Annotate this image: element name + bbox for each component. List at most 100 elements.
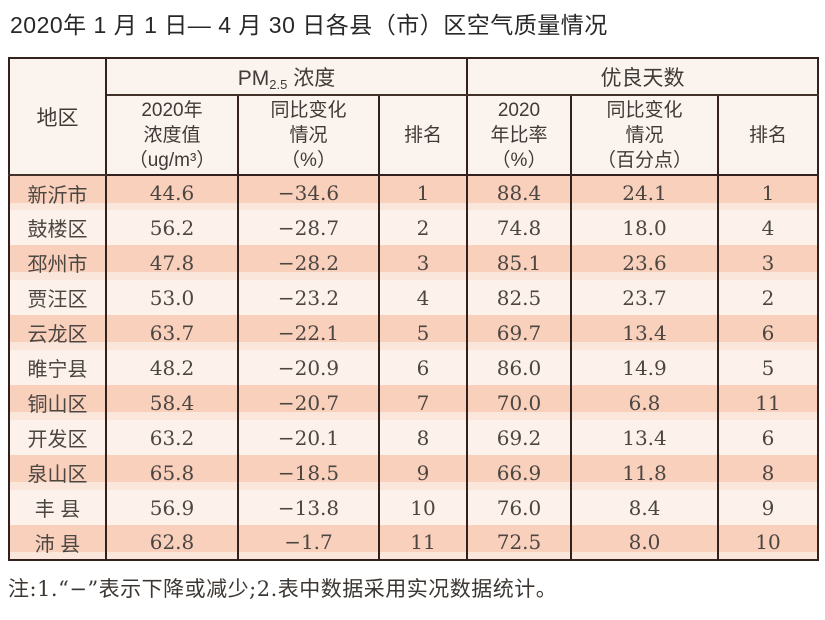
region-cell: 云龙区 <box>8 315 107 350</box>
pm-change-cell: −18.5 <box>237 455 380 490</box>
pm-value-cell: 63.2 <box>105 420 239 455</box>
column-header-pm-value: 2020年 浓度值 （ug/m³） <box>105 95 239 176</box>
region-cell: 睢宁县 <box>8 350 107 385</box>
days-change-cell: 24.1 <box>570 175 719 210</box>
table-row: 丰 县 56.9 −13.8 10 76.0 8.4 9 <box>8 490 820 525</box>
region-cell: 新沂市 <box>8 175 107 210</box>
column-header-pm-change: 同比变化 情况 （%） <box>237 95 380 176</box>
pm-rank-cell: 1 <box>378 175 468 210</box>
region-cell: 开发区 <box>8 420 107 455</box>
days-rank-cell: 6 <box>716 420 820 455</box>
column-header-days-change: 同比变化 情况 （百分点） <box>570 95 719 176</box>
sub-header-row: 2020年 浓度值 （ug/m³） 同比变化 情况 （%） 排名 2020 年比… <box>9 95 820 176</box>
column-group-good-days: 优良天数 <box>465 58 820 96</box>
days-rank-cell: 4 <box>716 210 820 245</box>
pm-rank-cell: 10 <box>378 490 468 525</box>
region-cell: 泉山区 <box>8 455 107 490</box>
pm-change-cell: −23.2 <box>237 280 380 315</box>
days-change-cell: 8.4 <box>570 490 719 525</box>
pm-rank-cell: 2 <box>378 210 468 245</box>
pm-value-cell: 62.8 <box>105 525 239 560</box>
days-rate-cell: 72.5 <box>466 525 572 560</box>
pm-value-cell: 47.8 <box>105 245 239 280</box>
pm-value-cell: 65.8 <box>105 455 239 490</box>
table-row: 云龙区 63.7 −22.1 5 69.7 13.4 6 <box>8 315 820 350</box>
days-rank-cell: 11 <box>716 385 820 420</box>
days-rate-cell: 70.0 <box>466 385 572 420</box>
region-cell: 贾汪区 <box>8 280 107 315</box>
days-change-cell: 11.8 <box>570 455 719 490</box>
days-rank-cell: 3 <box>716 245 820 280</box>
days-change-cell: 8.0 <box>570 525 719 560</box>
pm-value-cell: 48.2 <box>105 350 239 385</box>
table-row: 开发区 63.2 −20.1 8 69.2 13.4 6 <box>8 420 820 455</box>
table-row: 新沂市 44.6 −34.6 1 88.4 24.1 1 <box>8 175 820 210</box>
pm-rank-cell: 11 <box>378 525 468 560</box>
pm-value-cell: 56.9 <box>105 490 239 525</box>
pm-change-cell: −13.8 <box>237 490 380 525</box>
pm-rank-cell: 6 <box>378 350 468 385</box>
pm-change-cell: −20.9 <box>237 350 380 385</box>
pm-rank-cell: 9 <box>378 455 468 490</box>
days-rate-cell: 82.5 <box>466 280 572 315</box>
pm-rank-cell: 3 <box>378 245 468 280</box>
days-rate-cell: 69.2 <box>466 420 572 455</box>
table-row: 泉山区 65.8 −18.5 9 66.9 11.8 8 <box>8 455 820 490</box>
days-rate-cell: 66.9 <box>466 455 572 490</box>
days-rank-cell: 2 <box>716 280 820 315</box>
pm-value-cell: 58.4 <box>105 385 239 420</box>
days-rank-cell: 5 <box>716 350 820 385</box>
pm-value-cell: 53.0 <box>105 280 239 315</box>
days-change-cell: 23.7 <box>570 280 719 315</box>
pm-value-cell: 44.6 <box>105 175 239 210</box>
table-body: 新沂市 44.6 −34.6 1 88.4 24.1 1 鼓楼区 56.2 −2… <box>8 175 820 560</box>
days-rate-cell: 76.0 <box>466 490 572 525</box>
region-cell: 丰 县 <box>8 490 107 525</box>
region-cell: 邳州市 <box>8 245 107 280</box>
air-quality-table: 地区 PM2.5 浓度 优良天数 2020年 浓度值 （ug/m³） 同比变化 … <box>8 57 820 561</box>
pm-change-cell: −28.7 <box>237 210 380 245</box>
days-rank-cell: 6 <box>716 315 820 350</box>
column-header-days-rate: 2020 年比率 （%） <box>466 95 572 176</box>
pm-rank-cell: 4 <box>378 280 468 315</box>
page-title: 2020年 1 月 1 日— 4 月 30 日各县（市）区空气质量情况 <box>10 12 608 38</box>
pm-change-cell: −20.1 <box>237 420 380 455</box>
column-group-pm25: PM2.5 浓度 <box>105 58 468 96</box>
days-rate-cell: 86.0 <box>466 350 572 385</box>
days-change-cell: 14.9 <box>570 350 719 385</box>
days-change-cell: 23.6 <box>570 245 719 280</box>
region-cell: 鼓楼区 <box>8 210 107 245</box>
table-header: 地区 PM2.5 浓度 优良天数 2020年 浓度值 （ug/m³） 同比变化 … <box>8 58 820 176</box>
region-cell: 沛 县 <box>8 525 107 560</box>
footnote: 注:1.“−”表示下降或减少;2.表中数据采用实况数据统计。 <box>8 577 558 601</box>
column-header-region: 地区 <box>8 58 107 176</box>
table-row: 沛 县 62.8 −1.7 11 72.5 8.0 10 <box>8 525 820 560</box>
group-header-row: 地区 PM2.5 浓度 优良天数 <box>8 58 820 176</box>
days-change-cell: 6.8 <box>570 385 719 420</box>
pm-change-cell: −34.6 <box>237 175 380 210</box>
column-header-days-rank: 排名 <box>716 95 820 176</box>
days-rate-cell: 85.1 <box>466 245 572 280</box>
table-row: 鼓楼区 56.2 −28.7 2 74.8 18.0 4 <box>8 210 820 245</box>
pm-rank-cell: 7 <box>378 385 468 420</box>
days-change-cell: 18.0 <box>570 210 719 245</box>
pm-rank-cell: 5 <box>378 315 468 350</box>
days-rank-cell: 1 <box>716 175 820 210</box>
days-rate-cell: 88.4 <box>466 175 572 210</box>
region-cell: 铜山区 <box>8 385 107 420</box>
pm25-label-subscript: 2.5 <box>269 76 288 92</box>
days-rank-cell: 10 <box>716 525 820 560</box>
pm-change-cell: −28.2 <box>237 245 380 280</box>
pm-change-cell: −22.1 <box>237 315 380 350</box>
pm-value-cell: 56.2 <box>105 210 239 245</box>
pm-change-cell: −1.7 <box>237 525 380 560</box>
table-row: 贾汪区 53.0 −23.2 4 82.5 23.7 2 <box>8 280 820 315</box>
days-change-cell: 13.4 <box>570 420 719 455</box>
days-rank-cell: 8 <box>716 455 820 490</box>
table-row: 铜山区 58.4 −20.7 7 70.0 6.8 11 <box>8 385 820 420</box>
table-row: 邳州市 47.8 −28.2 3 85.1 23.6 3 <box>8 245 820 280</box>
pm-value-cell: 63.7 <box>105 315 239 350</box>
days-rate-cell: 74.8 <box>466 210 572 245</box>
pm25-label-rest: 浓度 <box>287 66 336 90</box>
